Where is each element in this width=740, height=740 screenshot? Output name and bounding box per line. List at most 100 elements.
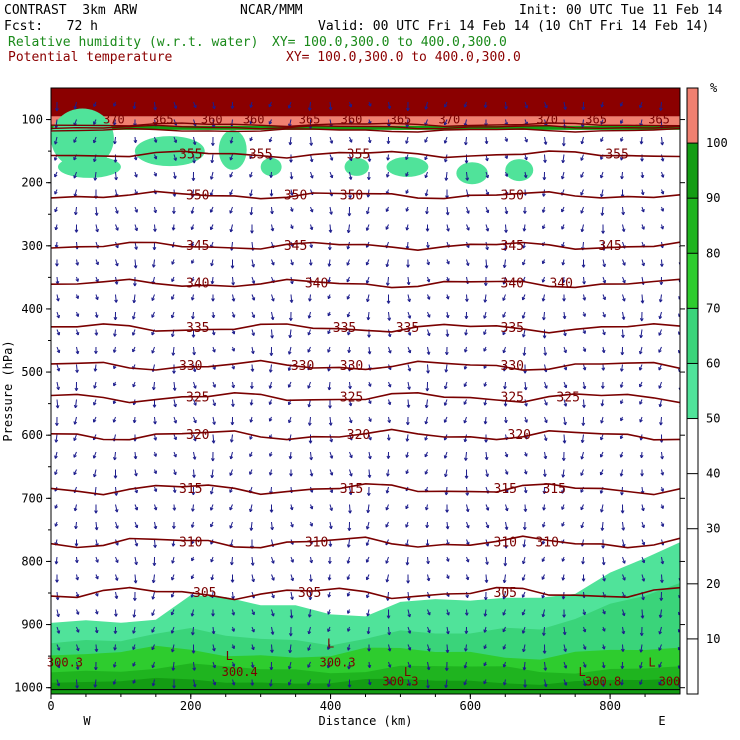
wind-arrow xyxy=(73,171,77,179)
wind-arrow xyxy=(503,276,506,285)
wind-arrow-head xyxy=(405,173,409,177)
wind-arrow-head xyxy=(290,261,294,266)
wind-arrow-head xyxy=(660,579,664,583)
wind-arrow xyxy=(641,609,644,619)
wind-arrow xyxy=(622,276,626,284)
stratosphere-band xyxy=(51,88,680,117)
upper-moist-patch xyxy=(386,156,429,177)
wind-arrow xyxy=(289,451,292,459)
field1-label: Relative humidity (w.r.t. water) xyxy=(8,35,259,50)
wind-arrow-head xyxy=(444,177,449,181)
theta-label-upper: 365 xyxy=(648,113,670,127)
wind-arrow xyxy=(446,626,449,635)
wind-arrow xyxy=(659,609,662,618)
wind-arrow xyxy=(308,626,311,635)
wind-arrow xyxy=(349,451,353,459)
wind-arrow xyxy=(76,679,78,689)
wind-arrow-head xyxy=(424,106,429,110)
wind-arrow-head xyxy=(309,226,314,231)
wind-arrow-head xyxy=(268,156,273,161)
wind-arrow xyxy=(367,609,370,617)
wind-arrow xyxy=(230,434,233,443)
wind-arrow xyxy=(463,416,467,424)
wind-arrow-head xyxy=(250,385,254,389)
wind-arrow-head xyxy=(172,525,176,529)
wind-arrow-head xyxy=(658,647,662,651)
wind-arrow xyxy=(445,171,448,181)
wind-arrow xyxy=(426,206,428,215)
wind-arrow-head xyxy=(677,611,680,616)
theta-contour-310 xyxy=(51,535,680,549)
wind-arrow-head xyxy=(192,667,197,671)
wind-arrow-head xyxy=(134,174,138,178)
wind-arrow xyxy=(639,661,643,669)
wind-arrow-head xyxy=(580,489,584,493)
wind-arrow-head xyxy=(483,299,488,303)
wind-arrow-head xyxy=(563,421,567,426)
colorbar-frame xyxy=(686,87,699,695)
wind-arrow-head xyxy=(193,438,197,442)
wind-arrow xyxy=(348,661,350,670)
wind-arrow xyxy=(388,101,391,109)
wind-arrow xyxy=(115,294,117,303)
wind-arrow-head xyxy=(385,282,390,286)
wind-arrow-head xyxy=(307,349,311,353)
wind-arrow-head xyxy=(287,682,292,686)
theta-label: 325 xyxy=(186,390,209,405)
wind-arrow xyxy=(367,626,370,635)
wind-arrow-head xyxy=(620,492,624,496)
wind-arrow xyxy=(193,346,195,355)
wind-arrow xyxy=(504,381,506,390)
wind-arrow-head xyxy=(619,473,624,477)
wind-arrow-head xyxy=(251,646,255,651)
wind-arrow-head xyxy=(56,664,61,669)
wind-arrow xyxy=(602,574,606,582)
wind-arrow-head xyxy=(249,211,254,216)
wind-arrow-head xyxy=(504,507,509,512)
wind-arrow-head xyxy=(170,611,175,616)
theta-contour-345 xyxy=(51,241,680,252)
wind-arrow-head xyxy=(151,579,156,584)
wind-arrow xyxy=(55,556,58,565)
wind-arrow-head xyxy=(191,650,196,654)
wind-arrow-head xyxy=(132,646,136,650)
wind-arrow-head xyxy=(464,315,469,319)
wind-arrow-head xyxy=(191,557,195,562)
wind-arrow xyxy=(580,469,584,476)
upper-moist-patch xyxy=(260,157,282,176)
wind-arrow xyxy=(231,119,233,127)
wind-arrow xyxy=(388,311,390,321)
wind-arrow-head xyxy=(659,281,664,286)
wind-arrow-head xyxy=(249,471,253,475)
wind-arrow xyxy=(347,241,350,250)
wind-arrow-head xyxy=(561,558,566,562)
low-marker: L xyxy=(404,665,411,679)
wind-arrow-head xyxy=(543,437,548,442)
wind-arrow-head xyxy=(229,140,234,144)
wind-arrow-head xyxy=(114,595,119,599)
wind-arrow xyxy=(544,381,548,389)
wind-arrow-head xyxy=(405,505,409,510)
wind-arrow xyxy=(485,136,488,144)
wind-arrow xyxy=(407,329,411,336)
wind-arrow-head xyxy=(287,401,292,406)
wind-arrow-head xyxy=(407,613,412,618)
wind-arrow-head xyxy=(92,419,97,423)
wind-arrow-head xyxy=(192,141,197,146)
theta-label: 325 xyxy=(556,390,579,405)
wind-arrow-head xyxy=(192,351,196,356)
wind-arrow-head xyxy=(523,174,528,179)
wind-arrow xyxy=(193,416,197,424)
theta-label-surface: 300.4 xyxy=(222,665,258,679)
wind-arrow-head xyxy=(113,647,117,651)
wind-arrow-head xyxy=(365,210,370,215)
wind-arrow xyxy=(251,329,255,336)
upper-moist-patch xyxy=(344,157,369,176)
wind-arrow xyxy=(73,434,77,441)
wind-arrow xyxy=(464,661,467,669)
wind-arrow-head xyxy=(115,559,119,564)
wind-arrow-head xyxy=(658,349,662,353)
wind-arrow-head xyxy=(407,630,412,634)
wind-arrow xyxy=(505,224,507,233)
wind-arrow xyxy=(602,276,606,284)
